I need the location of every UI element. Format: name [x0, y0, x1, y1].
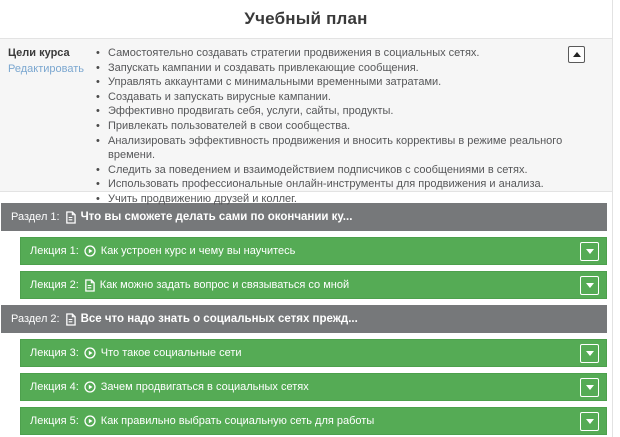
- play-circle-icon: [84, 347, 96, 359]
- file-icon: [65, 313, 76, 326]
- caret-down-icon: [585, 350, 594, 356]
- section-title: Что вы сможете делать сами по окончании …: [80, 211, 353, 223]
- lecture-dropdown-button[interactable]: [580, 411, 599, 431]
- collapse-goals-button[interactable]: [568, 46, 585, 63]
- caret-down-icon: [585, 248, 594, 254]
- lecture-prefix: Лекция 2:: [30, 279, 79, 291]
- curriculum-sections: Раздел 1: Что вы сможете делать сами по …: [0, 192, 612, 435]
- lecture-dropdown-button[interactable]: [580, 377, 599, 397]
- goal-item: Создавать и запускать вирусные кампании.: [94, 90, 612, 105]
- section-prefix: Раздел 2:: [11, 313, 60, 325]
- edit-goals-link[interactable]: Редактировать: [8, 63, 84, 75]
- course-goals-section: Цели курса Редактировать Самостоятельно …: [0, 38, 612, 206]
- lecture-row-5[interactable]: Лекция 5: Как правильно выбрать социальн…: [20, 407, 607, 435]
- lecture-row-1[interactable]: Лекция 1: Как устроен курс и чему вы нау…: [20, 237, 607, 265]
- lecture-dropdown-button[interactable]: [580, 343, 599, 363]
- file-icon: [65, 211, 76, 224]
- section-title: Все что надо знать о социальных сетях пр…: [80, 313, 358, 325]
- lecture-prefix: Лекция 3:: [30, 347, 79, 359]
- goal-item: Следить за поведением и взаимодействием …: [94, 163, 612, 178]
- goal-item: Самостоятельно создавать стратегии продв…: [94, 46, 612, 61]
- lecture-row-3[interactable]: Лекция 3: Что такое социальные сети: [20, 339, 607, 367]
- goal-item: Анализировать эффективность продвижения …: [94, 134, 612, 163]
- goal-item: Привлекать пользователей в свои сообщест…: [94, 119, 612, 134]
- goals-list: Самостоятельно создавать стратегии продв…: [94, 46, 612, 206]
- play-circle-icon: [84, 415, 96, 427]
- goal-item: Запускать кампании и создавать привлекаю…: [94, 61, 612, 76]
- lecture-prefix: Лекция 1:: [30, 245, 79, 257]
- goals-left-column: Цели курса Редактировать: [8, 46, 94, 191]
- section-prefix: Раздел 1:: [11, 211, 60, 223]
- caret-down-icon: [585, 282, 594, 288]
- goal-item: Использовать профессиональные онлайн-инс…: [94, 177, 612, 192]
- section-row-2[interactable]: Раздел 2: Все что надо знать о социальны…: [1, 305, 607, 333]
- page-header: Учебный план: [0, 0, 612, 38]
- lecture-prefix: Лекция 4:: [30, 381, 79, 393]
- caret-down-icon: [585, 384, 594, 390]
- section-row-1[interactable]: Раздел 1: Что вы сможете делать сами по …: [1, 203, 607, 231]
- lecture-dropdown-button[interactable]: [580, 241, 599, 261]
- caret-down-icon: [585, 418, 594, 424]
- goal-item: Учить продвижению друзей и коллег.: [94, 192, 612, 207]
- goal-item: Управлять аккаунтами с минимальными врем…: [94, 75, 612, 90]
- lecture-row-2[interactable]: Лекция 2: Как можно задать вопрос и связ…: [20, 271, 607, 299]
- lecture-title: Как можно задать вопрос и связываться со…: [99, 279, 350, 291]
- lecture-title: Что такое социальные сети: [100, 347, 242, 359]
- lecture-dropdown-button[interactable]: [580, 275, 599, 295]
- lecture-prefix: Лекция 5:: [30, 415, 79, 427]
- file-icon: [84, 279, 95, 292]
- goals-label: Цели курса: [8, 47, 70, 59]
- lecture-title: Как устроен курс и чему вы научитесь: [100, 245, 296, 257]
- lecture-row-4[interactable]: Лекция 4: Зачем продвигаться в социальны…: [20, 373, 607, 401]
- lecture-title: Зачем продвигаться в социальных сетях: [100, 381, 309, 393]
- page-title: Учебный план: [244, 9, 368, 28]
- play-circle-icon: [84, 245, 96, 257]
- lecture-title: Как правильно выбрать социальную сеть дл…: [100, 415, 375, 427]
- caret-up-icon: [572, 52, 581, 57]
- goal-item: Эффективно продвигать себя, услуги, сайт…: [94, 104, 612, 119]
- play-circle-icon: [84, 381, 96, 393]
